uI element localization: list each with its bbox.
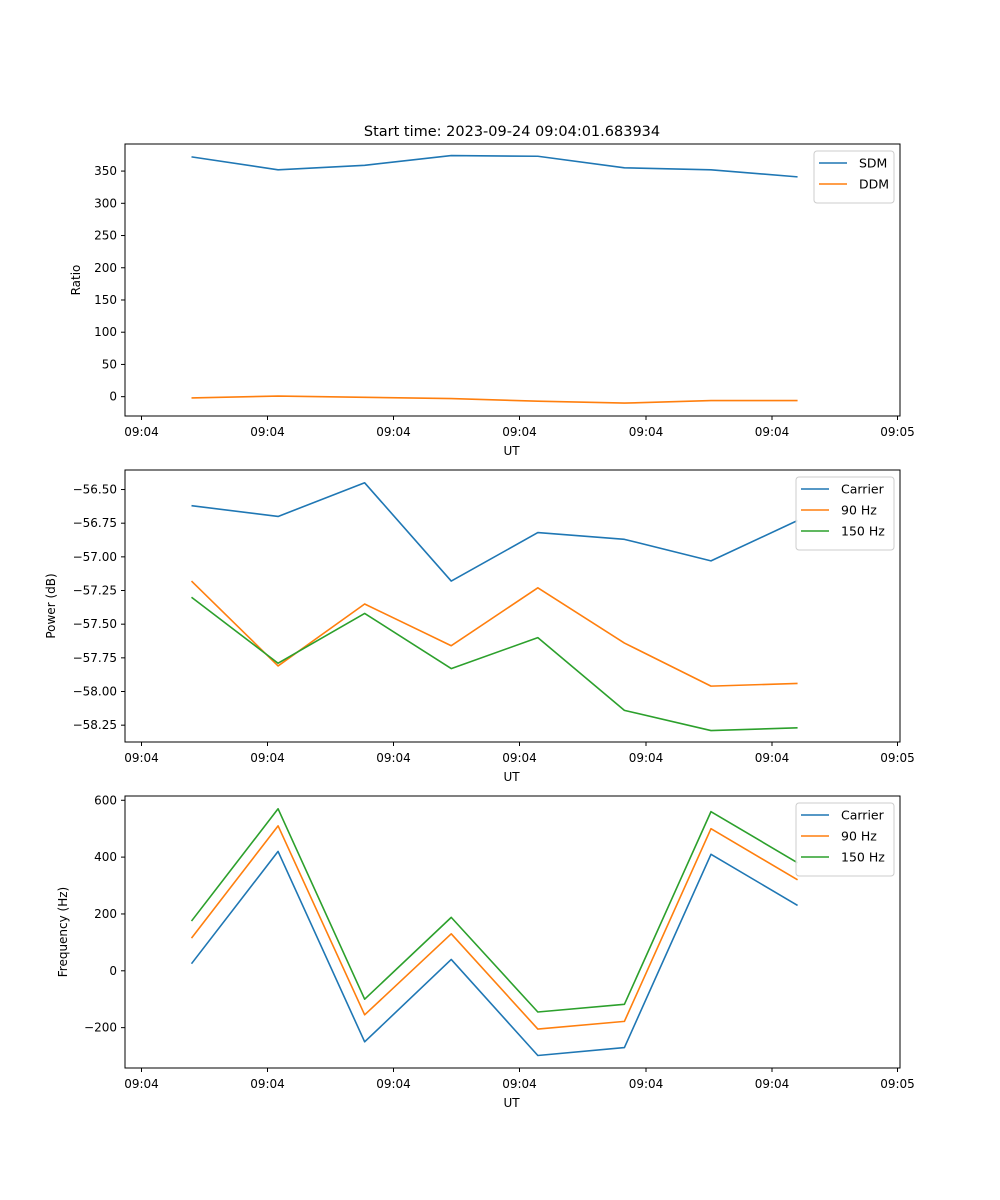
x-tick-label: 09:04 bbox=[755, 751, 790, 765]
legend: SDM DDM bbox=[813, 150, 895, 204]
x-axis-label: UT bbox=[503, 444, 520, 458]
y-tick-label: −200 bbox=[84, 1021, 117, 1035]
figure-title: Start time: 2023-09-24 09:04:01.683934 bbox=[364, 124, 660, 140]
x-tick-label: 09:04 bbox=[629, 751, 664, 765]
x-tick-label: 09:04 bbox=[502, 1077, 537, 1091]
series-line-150-hz bbox=[191, 596, 798, 732]
y-tick-label: 300 bbox=[94, 196, 117, 210]
legend-label: Carrier bbox=[841, 482, 885, 497]
series-line-90-hz bbox=[190, 825, 798, 1030]
legend-label: 150 Hz bbox=[841, 524, 885, 539]
x-tick-label: 09:04 bbox=[124, 751, 159, 765]
legend-label: 150 Hz bbox=[841, 850, 885, 865]
x-axis-label: UT bbox=[503, 1096, 520, 1110]
y-axis-label: Power (dB) bbox=[44, 573, 58, 638]
x-tick-label: 09:04 bbox=[755, 425, 790, 439]
axes-frame bbox=[124, 469, 901, 743]
x-tick-label: 09:04 bbox=[629, 1077, 664, 1091]
y-tick-label: −56.50 bbox=[73, 483, 117, 497]
x-tick-label: 09:04 bbox=[502, 751, 537, 765]
series-line-carrier bbox=[190, 850, 798, 1057]
legend-label: 90 Hz bbox=[841, 829, 877, 844]
series-line-ddm bbox=[191, 395, 798, 404]
y-tick-label: 50 bbox=[102, 357, 117, 371]
legend-label: SDM bbox=[859, 156, 887, 171]
y-tick-label: 400 bbox=[94, 850, 117, 864]
y-tick-label: 200 bbox=[94, 261, 117, 275]
y-tick-label: −56.75 bbox=[73, 516, 117, 530]
y-tick-label: −57.25 bbox=[73, 584, 117, 598]
axes-frame bbox=[124, 143, 901, 417]
x-tick-label: 09:05 bbox=[880, 425, 915, 439]
chart-panel-2: 09:04 09:04 09:04 09:04 09:04 09:04 09:05 −56.5… bbox=[44, 469, 915, 784]
axes-frame bbox=[124, 795, 901, 1069]
legend-label: Carrier bbox=[841, 808, 885, 823]
series-line-sdm bbox=[191, 154, 798, 178]
x-tick-label: 09:05 bbox=[880, 751, 915, 765]
y-tick-label: 200 bbox=[94, 907, 117, 921]
x-axis-label: UT bbox=[503, 770, 520, 784]
y-axis-label: Ratio bbox=[69, 265, 83, 296]
chart-panel-3: 09:04 09:04 09:04 09:04 09:04 09:04 09:05 −200 0… bbox=[56, 793, 915, 1110]
x-tick-label: 09:04 bbox=[376, 751, 411, 765]
y-tick-label: 600 bbox=[94, 793, 117, 807]
legend-label: 90 Hz bbox=[841, 503, 877, 518]
x-tick-label: 09:04 bbox=[250, 751, 285, 765]
chart-panel-1: 09:04 09:04 09:04 09:04 09:04 09:04 09:05 0 50 10… bbox=[69, 143, 915, 458]
legend-label: DDM bbox=[859, 177, 889, 192]
y-tick-label: 100 bbox=[94, 325, 117, 339]
chart-panels: 09:04 09:04 09:04 09:04 09:04 09:04 09:05 0 50 10… bbox=[44, 143, 915, 1110]
legend-box bbox=[813, 150, 895, 204]
series-line-150-hz bbox=[190, 807, 798, 1013]
x-tick-label: 09:04 bbox=[629, 425, 664, 439]
x-tick-label: 09:04 bbox=[250, 425, 285, 439]
x-tick-label: 09:04 bbox=[376, 425, 411, 439]
x-tick-label: 09:05 bbox=[880, 1077, 915, 1091]
y-tick-label: 350 bbox=[94, 164, 117, 178]
x-tick-label: 09:04 bbox=[755, 1077, 790, 1091]
x-tick-label: 09:04 bbox=[124, 1077, 159, 1091]
y-tick-label: −58.25 bbox=[73, 718, 117, 732]
series-line-carrier bbox=[191, 481, 798, 582]
x-tick-label: 09:04 bbox=[376, 1077, 411, 1091]
y-tick-label: −57.50 bbox=[73, 617, 117, 631]
legend: Carrier 90 Hz 150 Hz bbox=[795, 802, 895, 877]
x-tick-label: 09:04 bbox=[124, 425, 159, 439]
y-tick-label: 0 bbox=[109, 390, 117, 404]
y-tick-label: −58.00 bbox=[73, 685, 117, 699]
y-axis-label: Frequency (Hz) bbox=[56, 887, 70, 978]
y-tick-label: 150 bbox=[94, 293, 117, 307]
y-tick-label: −57.75 bbox=[73, 651, 117, 665]
y-tick-label: 0 bbox=[109, 964, 117, 978]
y-tick-label: 250 bbox=[94, 229, 117, 243]
y-tick-label: −57.00 bbox=[73, 550, 117, 564]
x-tick-label: 09:04 bbox=[250, 1077, 285, 1091]
legend: Carrier 90 Hz 150 Hz bbox=[795, 476, 895, 551]
x-tick-label: 09:04 bbox=[502, 425, 537, 439]
